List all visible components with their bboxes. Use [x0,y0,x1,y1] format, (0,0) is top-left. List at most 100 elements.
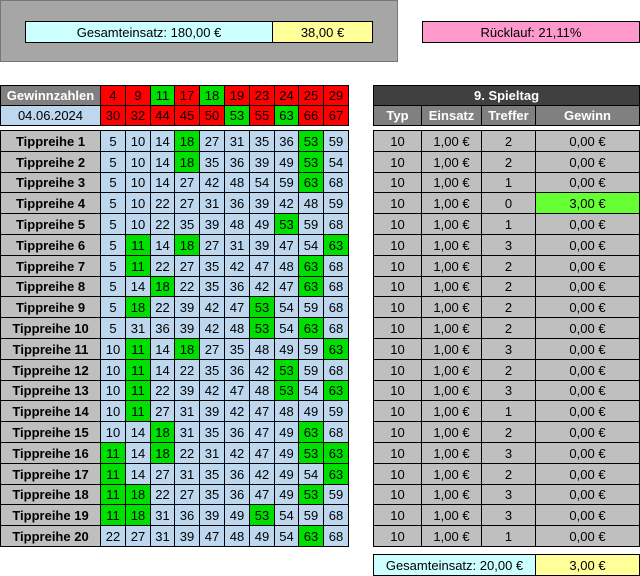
gewinn-cell: 0,00 € [535,442,640,464]
tipp-number: 35 [199,276,225,297]
tipp-number: 63 [298,172,324,193]
tipp-number: 63 [323,442,349,464]
winning-number: 4 [100,85,126,106]
gewinn-cell: 0,00 € [535,380,640,401]
tipp-number: 35 [199,359,225,381]
tipp-number: 11 [100,442,126,464]
tippreihe-label: Tippreihe 11 [0,338,101,360]
tipp-number: 36 [150,317,175,339]
tipp-number: 47 [249,484,275,505]
einsatz-cell: 1,00 € [421,484,482,505]
einsatz-cell: 1,00 € [421,213,482,235]
tipp-number: 36 [224,192,250,214]
tipp-number: 36 [224,463,250,485]
tipp-number: 5 [100,192,126,214]
tipp-number: 42 [199,296,225,318]
typ-cell: 10 [373,380,422,401]
tipp-number: 39 [174,525,200,547]
tipp-number: 54 [274,504,299,526]
einsatz-cell: 1,00 € [421,525,482,547]
tipp-number: 27 [174,192,200,214]
tipp-number: 11 [125,234,151,256]
tipp-number: 39 [199,213,225,235]
tipp-number: 31 [174,400,200,422]
tipp-number: 31 [125,317,151,339]
tipp-number: 53 [249,317,275,339]
tipp-number: 27 [174,172,200,193]
tipp-number: 63 [323,463,349,485]
tipp-number: 10 [100,421,126,443]
einsatz-cell: 1,00 € [421,130,482,152]
tipp-number: 59 [298,213,324,235]
tipp-number: 68 [323,421,349,443]
tipp-number: 22 [150,296,175,318]
tipp-number: 31 [174,463,200,485]
tipp-number: 47 [274,234,299,256]
winning-number: 23 [249,85,275,106]
typ-cell: 10 [373,255,422,277]
winning-number: 11 [150,85,175,106]
tipp-number: 63 [298,255,324,277]
einsatz-cell: 1,00 € [421,192,482,214]
typ-cell: 10 [373,130,422,152]
treffer-cell: 2 [481,317,536,339]
tipp-number: 18 [174,151,200,173]
tipp-number: 5 [100,151,126,173]
tipp-number: 35 [199,463,225,485]
tipp-number: 5 [100,317,126,339]
tipp-number: 42 [199,172,225,193]
tipp-number: 22 [100,525,126,547]
tipp-number: 14 [150,172,175,193]
tipp-number: 36 [224,484,250,505]
gewinn-cell: 0,00 € [535,463,640,485]
winning-number: 25 [298,85,324,106]
gewinn-cell: 0,00 € [535,276,640,297]
tipp-number: 47 [249,421,275,443]
tipp-number: 10 [125,192,151,214]
tipp-number: 42 [199,317,225,339]
einsatz-cell: 1,00 € [421,400,482,422]
tipp-number: 14 [150,338,175,360]
tipp-number: 47 [249,400,275,422]
tipp-number: 22 [150,192,175,214]
tipp-number: 48 [224,172,250,193]
tipp-number: 49 [274,463,299,485]
tipp-number: 68 [323,317,349,339]
tipp-number: 36 [224,276,250,297]
tipp-number: 53 [298,442,324,464]
tipp-number: 49 [274,484,299,505]
tipp-number: 63 [323,338,349,360]
tipp-number: 36 [274,130,299,152]
tipp-number: 42 [249,463,275,485]
tipp-number: 14 [150,359,175,381]
gewinn-cell: 3,00 € [535,192,640,214]
tipp-number: 68 [323,296,349,318]
tipp-number: 68 [323,172,349,193]
einsatz-cell: 1,00 € [421,504,482,526]
tipp-number: 53 [274,359,299,381]
tipp-number: 39 [174,296,200,318]
tippreihe-label: Tippreihe 20 [0,525,101,547]
tipp-number: 27 [125,525,151,547]
tipp-number: 36 [224,151,250,173]
tipp-number: 49 [249,213,275,235]
gewinn-cell: 0,00 € [535,421,640,443]
tipp-number: 39 [174,380,200,401]
tipp-number: 14 [125,442,151,464]
winning-number: 63 [274,105,299,126]
tipp-number: 59 [323,484,349,505]
typ-cell: 10 [373,213,422,235]
tipp-number: 27 [174,255,200,277]
column-header: Einsatz [421,105,482,126]
tipp-number: 5 [100,172,126,193]
treffer-cell: 1 [481,525,536,547]
tipp-number: 10 [125,172,151,193]
treffer-cell: 2 [481,151,536,173]
tipp-number: 18 [174,234,200,256]
tipp-number: 48 [249,380,275,401]
tipp-number: 18 [174,130,200,152]
tipp-number: 18 [125,504,151,526]
tippreihe-label: Tippreihe 15 [0,421,101,443]
tipp-number: 39 [199,504,225,526]
tippreihe-label: Tippreihe 19 [0,504,101,526]
